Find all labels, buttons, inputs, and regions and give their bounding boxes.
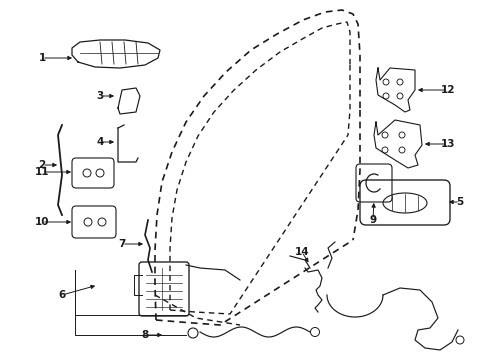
Text: 11: 11 [35,167,49,177]
Text: 4: 4 [96,137,103,147]
Text: 14: 14 [294,247,309,257]
Text: 6: 6 [58,290,65,300]
Text: 3: 3 [96,91,103,101]
Text: 10: 10 [35,217,49,227]
Text: 13: 13 [440,139,454,149]
Text: 1: 1 [38,53,45,63]
Text: 2: 2 [38,160,45,170]
Text: 5: 5 [455,197,463,207]
Text: 12: 12 [440,85,454,95]
Text: 7: 7 [118,239,125,249]
Text: 9: 9 [368,215,376,225]
Text: 8: 8 [141,330,148,340]
